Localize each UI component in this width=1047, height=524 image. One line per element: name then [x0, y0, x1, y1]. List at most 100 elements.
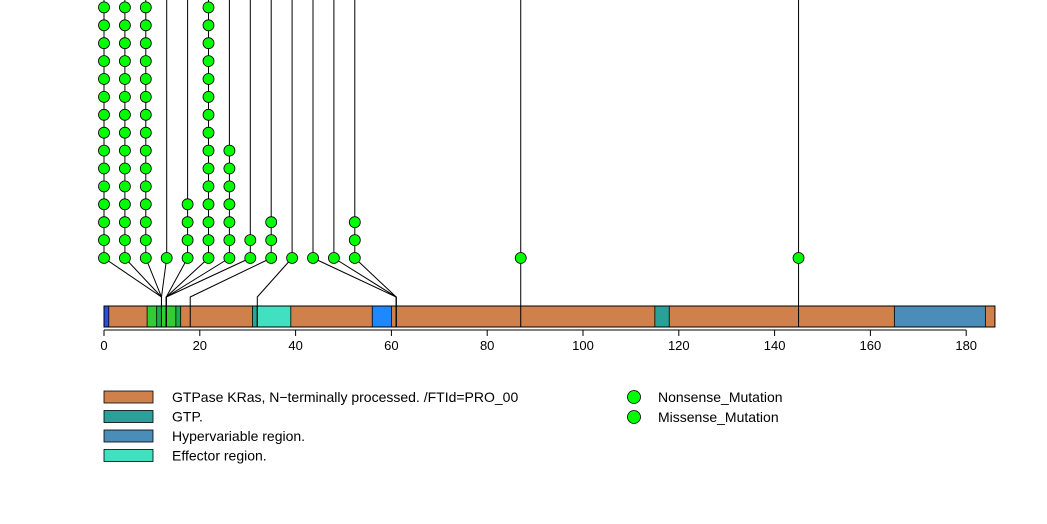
mutation-point — [98, 55, 110, 67]
mutation-point — [327, 252, 340, 264]
mutation-point — [139, 198, 152, 211]
mutation-point — [244, 234, 257, 247]
mutation-point — [223, 252, 236, 264]
tick-label: 100 — [572, 338, 594, 353]
protein-backbone — [104, 306, 995, 327]
mutation-point — [202, 55, 215, 67]
mutation-point — [139, 55, 152, 67]
mutation-point — [139, 1, 152, 14]
legend-label: GTP. — [172, 409, 203, 425]
mutation-stem — [160, 0, 168, 327]
mutation-point — [223, 216, 236, 229]
mutation-point — [223, 162, 236, 175]
mutation-points — [98, 1, 805, 264]
mutation-point — [202, 216, 215, 229]
mutation-point — [223, 234, 236, 247]
mutation-stem — [256, 0, 293, 327]
mutation-point — [98, 198, 110, 211]
x-axis: 0 20 40 60 80 100 120 140 160 180 — [100, 329, 977, 353]
mutation-point — [139, 180, 152, 193]
domain-region — [175, 305, 182, 328]
domain-region — [252, 305, 258, 328]
legend-label: Missense_Mutation — [658, 409, 779, 425]
mutation-point — [244, 252, 257, 264]
mutation-point — [223, 180, 236, 193]
tick-label: 120 — [668, 338, 690, 353]
domain-region — [103, 305, 110, 328]
mutation-point — [139, 108, 152, 121]
mutation-point — [98, 37, 110, 50]
mutation-point — [119, 91, 131, 103]
mutation-point — [98, 252, 110, 264]
mutation-point — [98, 91, 110, 103]
tick-label: 180 — [955, 338, 977, 353]
mutation-point — [202, 91, 215, 103]
mutation-point — [98, 234, 110, 247]
mutation-point — [98, 162, 110, 175]
mutation-point — [119, 198, 131, 211]
mutation-point — [119, 1, 131, 14]
mutation-point — [98, 126, 110, 139]
backbone-outline — [103, 305, 996, 328]
legend-label: Hypervariable region. — [172, 428, 305, 444]
mutation-point — [202, 234, 215, 247]
mutation-point — [139, 126, 152, 139]
mutation-point — [98, 180, 110, 193]
mutation-point — [119, 162, 131, 175]
mutation-point — [202, 162, 215, 175]
tick-label: 20 — [193, 338, 207, 353]
mutation-point — [119, 234, 131, 247]
mutation-point — [202, 37, 215, 50]
mutation-point — [119, 19, 131, 32]
tick-label: 140 — [764, 338, 786, 353]
legend-label: GTPase KRas, N−terminally processed. /FT… — [172, 389, 518, 405]
mutation-point — [98, 108, 110, 121]
legend-label: Effector region. — [172, 448, 267, 464]
mutation-point — [265, 234, 278, 247]
mutation-point — [202, 180, 215, 193]
mutation-point — [286, 252, 299, 264]
tick-label: 80 — [480, 338, 494, 353]
mutation-point — [119, 55, 131, 67]
mutation-point — [348, 216, 361, 229]
mutation-point — [98, 19, 110, 32]
mutation-point — [202, 144, 215, 157]
domain-region — [156, 305, 162, 328]
mutation-point — [139, 162, 152, 175]
mutation-point — [181, 198, 194, 211]
legend-swatch — [103, 449, 154, 462]
mutation-point — [119, 108, 131, 121]
mutation-point — [139, 19, 152, 32]
mutation-point — [119, 180, 131, 193]
legend-swatch — [103, 390, 154, 404]
mutation-point — [98, 216, 110, 229]
mutation-point — [792, 252, 805, 264]
mutation-point — [119, 73, 131, 85]
mutation-stem — [103, 0, 162, 327]
mutation-point — [98, 1, 110, 14]
mutation-point — [139, 91, 152, 103]
domain-region — [371, 305, 392, 328]
mutation-point — [265, 216, 278, 229]
mutation-point — [119, 216, 131, 229]
legend-swatch — [103, 410, 154, 423]
mutation-point — [181, 252, 194, 264]
mutation-point — [119, 252, 131, 264]
mutation-point — [119, 126, 131, 139]
mutation-point — [265, 252, 278, 264]
mutation-point — [119, 144, 131, 157]
mutation-point — [202, 108, 215, 121]
mutation-stem — [333, 0, 397, 327]
mutation-point — [223, 198, 236, 211]
mutation-point — [202, 198, 215, 211]
mutation-point — [139, 216, 152, 229]
tick-label: 160 — [860, 338, 882, 353]
mutation-point — [348, 252, 361, 264]
mutation-point — [98, 73, 110, 85]
mutation-point — [139, 73, 152, 85]
mutation-point — [202, 126, 215, 139]
mutation-point — [202, 19, 215, 32]
mutation-point — [202, 1, 215, 14]
tick-label: 0 — [100, 338, 107, 353]
